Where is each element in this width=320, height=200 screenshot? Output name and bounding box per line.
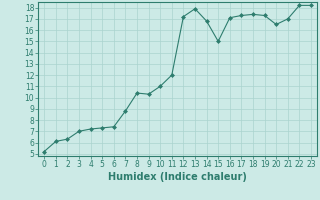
X-axis label: Humidex (Indice chaleur): Humidex (Indice chaleur) <box>108 172 247 182</box>
